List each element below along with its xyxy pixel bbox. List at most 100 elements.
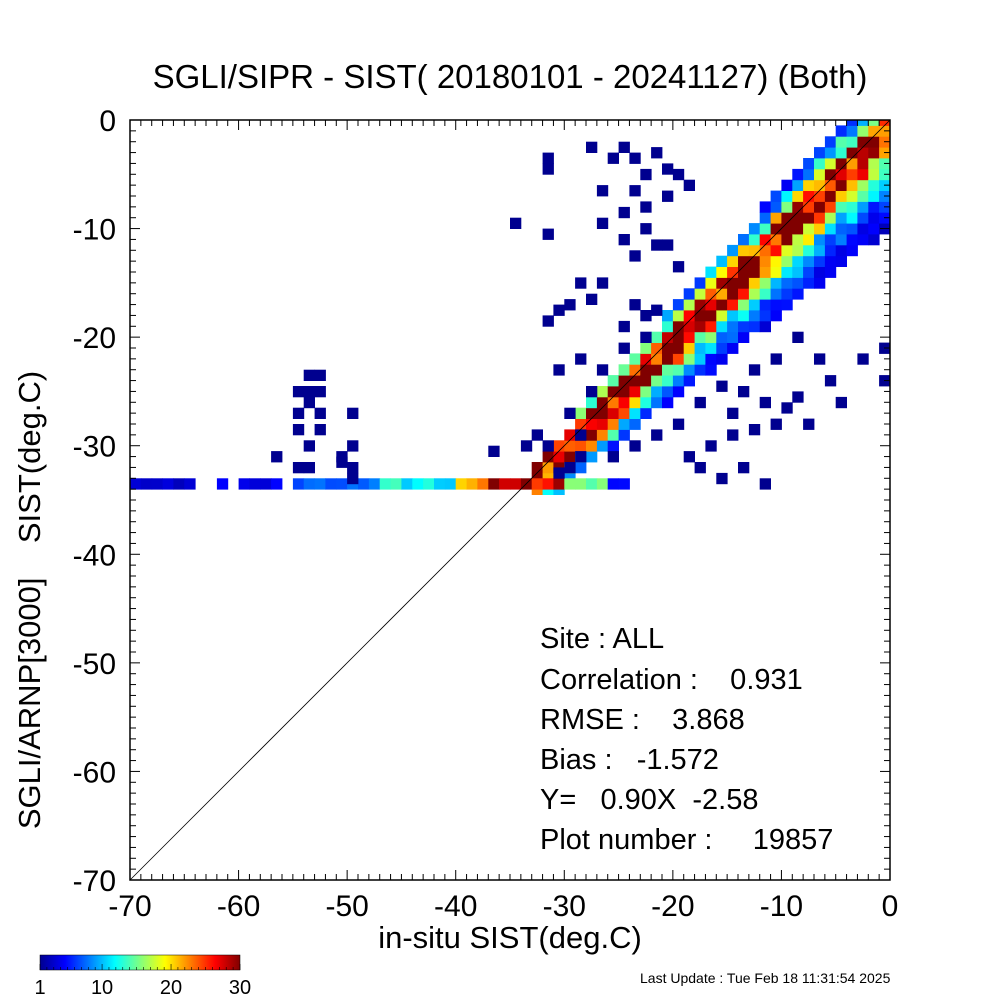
- heatmap-bin: [770, 190, 782, 202]
- heatmap-bin: [770, 299, 782, 311]
- heatmap-bin: [857, 179, 869, 191]
- heatmap-bin: [618, 375, 630, 387]
- heatmap-bin: [672, 364, 685, 376]
- heatmap-bin: [868, 190, 880, 202]
- heatmap-bin: [618, 407, 630, 419]
- heatmap-bin: [140, 478, 153, 490]
- heatmap-bin: [803, 277, 815, 289]
- heatmap-bin: [857, 125, 869, 137]
- heatmap-bin: [607, 478, 619, 490]
- heatmap-bin: [694, 288, 706, 300]
- heatmap-bin: [531, 478, 543, 490]
- heatmap-bin: [347, 440, 359, 452]
- heatmap-bin: [694, 396, 706, 409]
- heatmap-bin: [835, 396, 847, 409]
- heatmap-bin: [824, 158, 837, 170]
- heatmap-bin: [770, 418, 782, 430]
- heatmap-bin: [716, 299, 728, 311]
- heatmap-bin: [727, 407, 739, 419]
- heatmap-bin: [803, 158, 815, 170]
- heatmap-bin: [672, 342, 685, 354]
- heatmap-bin: [683, 353, 695, 365]
- heatmap-bin: [727, 310, 739, 322]
- heatmap-bin: [716, 472, 728, 485]
- heatmap-bin: [824, 179, 837, 191]
- stats-box: Site : ALL Correlation : 0.931 RMSE : 3.…: [540, 623, 833, 856]
- heatmap-bin: [814, 201, 826, 213]
- heatmap-bin: [672, 320, 685, 333]
- heatmap-bin: [683, 179, 695, 191]
- heatmap-bin: [738, 331, 750, 343]
- heatmap-bin: [575, 418, 587, 430]
- heatmap-bin: [814, 168, 826, 181]
- heatmap-bin: [629, 375, 641, 387]
- heatmap-bin: [759, 223, 771, 235]
- heatmap-bin: [727, 299, 739, 311]
- heatmap-bin: [640, 342, 652, 354]
- heatmap-bin: [694, 310, 706, 322]
- heatmap-bin: [824, 190, 837, 202]
- heatmap-bin: [694, 299, 706, 311]
- heatmap-bin: [618, 342, 630, 354]
- heatmap-bins: [130, 120, 890, 495]
- heatmap-bin: [303, 478, 315, 490]
- heatmap-bin: [586, 440, 598, 452]
- heatmap-bin: [694, 364, 706, 376]
- heatmap-bin: [814, 353, 826, 365]
- heatmap-bin: [542, 440, 554, 452]
- heatmap-bin: [792, 391, 804, 403]
- heatmap-bin: [640, 353, 652, 365]
- heatmap-bin: [368, 478, 381, 490]
- heatmap-bin: [314, 478, 326, 490]
- heatmap-bin: [651, 147, 663, 159]
- heatmap-bin: [292, 424, 305, 436]
- heatmap-bin: [705, 353, 717, 365]
- heatmap-bin: [672, 261, 685, 273]
- heatmap-bin: [803, 201, 815, 213]
- heatmap-bin: [868, 147, 880, 159]
- x-tick-label: -20: [651, 890, 694, 923]
- heatmap-bin: [770, 353, 782, 365]
- heatmap-bin: [423, 478, 435, 490]
- heatmap-bin: [618, 234, 630, 246]
- heatmap-bin: [683, 451, 695, 463]
- heatmap-bin: [781, 223, 793, 235]
- heatmap-bin: [379, 478, 391, 490]
- heatmap-bin: [607, 440, 619, 452]
- heatmap-bin: [792, 277, 804, 289]
- heatmap-bin: [575, 462, 587, 474]
- heatmap-bin: [814, 179, 826, 191]
- heatmap-bin: [292, 407, 305, 419]
- heatmap-bin: [596, 418, 609, 430]
- heatmap-bin: [596, 396, 609, 409]
- heatmap-bin: [303, 386, 315, 398]
- heatmap-bin: [683, 342, 695, 354]
- heatmap-bin: [835, 125, 847, 137]
- heatmap-bin: [542, 163, 554, 175]
- heatmap-bin: [759, 234, 771, 246]
- heatmap-bin: [586, 451, 598, 463]
- heatmap-bin: [770, 266, 782, 278]
- heatmap-bin: [575, 429, 587, 441]
- heatmap-bin: [846, 234, 858, 246]
- last-update-text: Last Update : Tue Feb 18 11:31:54 2025: [640, 970, 891, 986]
- heatmap-bin: [857, 234, 869, 246]
- heatmap-bin: [629, 407, 641, 419]
- heatmap-bin: [781, 299, 793, 311]
- y-tick-label: -60: [73, 756, 116, 789]
- colorbar-gradient: [39, 954, 241, 971]
- heatmap-bin: [759, 320, 771, 333]
- heatmap-bin: [748, 277, 761, 289]
- heatmap-bin: [618, 386, 630, 398]
- heatmap-bin: [857, 212, 869, 224]
- heatmap-bin: [803, 212, 815, 224]
- heatmap-bin: [651, 364, 663, 376]
- heatmap-bin: [727, 255, 739, 267]
- heatmap-bin: [651, 375, 663, 387]
- heatmap-bin: [868, 212, 880, 224]
- heatmap-bin: [835, 158, 847, 170]
- colorbar-tick-label: 30: [229, 977, 251, 999]
- heatmap-bin: [640, 168, 652, 181]
- heatmap-bin: [846, 147, 858, 159]
